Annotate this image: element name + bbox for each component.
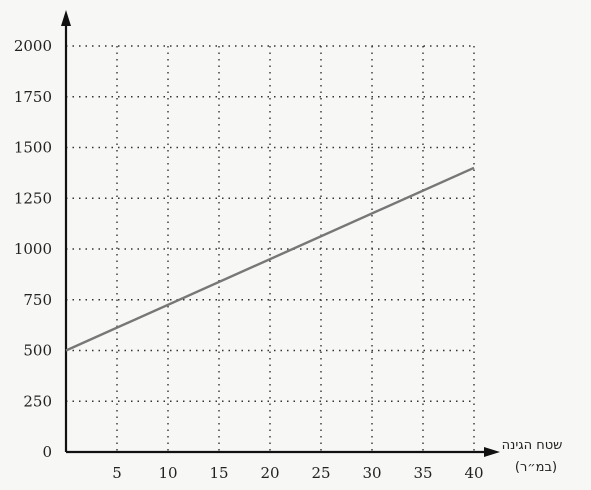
y-tick-label-750: 750 xyxy=(23,291,52,309)
x-tick-label-25: 25 xyxy=(311,464,330,482)
series-group xyxy=(65,166,475,352)
y-axis-arrow xyxy=(61,10,71,26)
x-tick-label-5: 5 xyxy=(112,464,122,482)
x-axis-arrow xyxy=(484,447,500,457)
y-tick-label-1750: 1750 xyxy=(14,88,52,106)
x-tick-label-30: 30 xyxy=(362,464,381,482)
y-tick-label-500: 500 xyxy=(23,342,52,360)
y-tick-label-2000: 2000 xyxy=(14,37,52,55)
x-axis-unit-label: (במ״ר) xyxy=(515,460,557,475)
y-tick-label-1000: 1000 xyxy=(14,240,52,258)
x-axis-label: שטח הגינה xyxy=(502,438,563,453)
x-tick-label-15: 15 xyxy=(209,464,228,482)
axes xyxy=(61,10,500,457)
y-tick-label-250: 250 xyxy=(23,392,52,410)
y-tick-label-0: 0 xyxy=(42,443,52,461)
grid xyxy=(66,45,475,452)
x-tick-label-10: 10 xyxy=(158,464,177,482)
tick-labels: 0 250 500 750 1000 1250 1500 1750 2000 5 10 15 20 25 3… xyxy=(14,37,484,482)
y-tick-label-1500: 1500 xyxy=(14,139,52,157)
x-tick-label-35: 35 xyxy=(413,464,432,482)
x-tick-label-20: 20 xyxy=(260,464,279,482)
x-tick-label-40: 40 xyxy=(464,464,483,482)
series-line-0 xyxy=(65,166,475,352)
y-tick-label-1250: 1250 xyxy=(14,189,52,207)
